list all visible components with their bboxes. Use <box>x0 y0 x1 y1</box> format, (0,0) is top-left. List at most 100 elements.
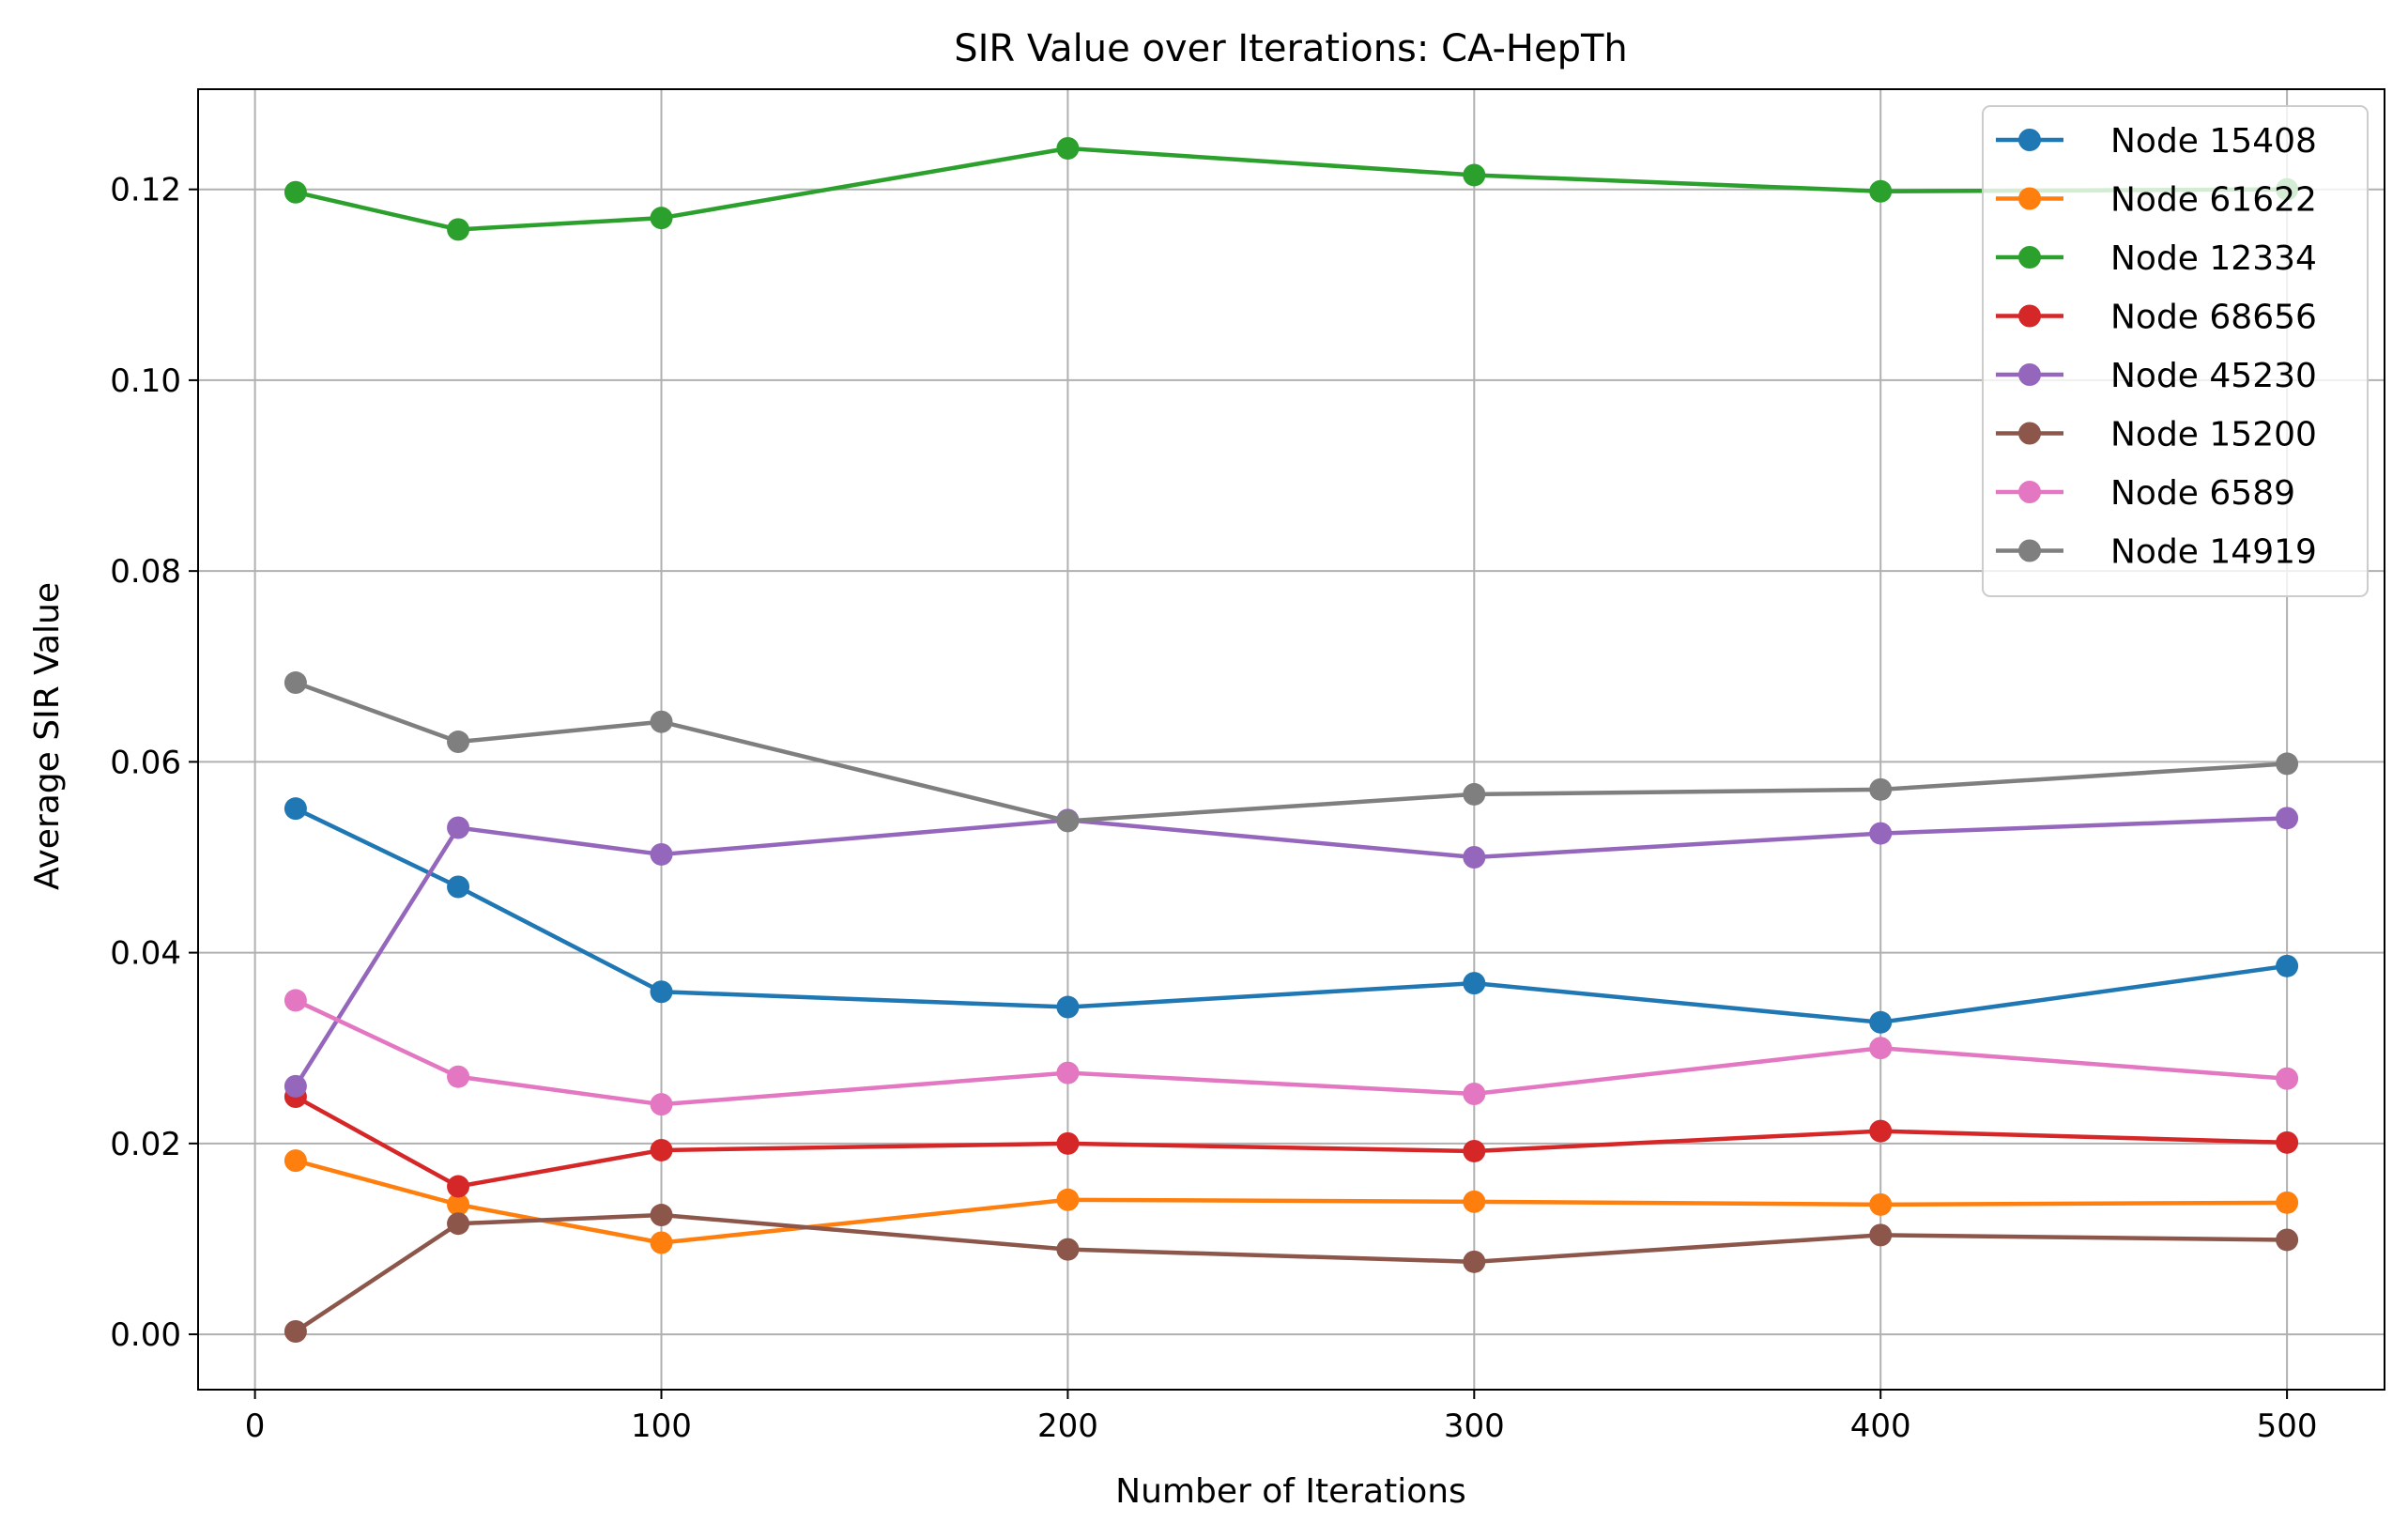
legend-item: Node 14919 <box>1996 533 2317 572</box>
data-point <box>1056 1188 1080 1211</box>
legend-label: Node 14919 <box>2110 533 2317 572</box>
data-point <box>1463 1139 1486 1162</box>
chart-title: SIR Value over Iterations: CA-HepTh <box>954 27 1628 70</box>
data-point <box>1463 1190 1486 1213</box>
y-tick-label: 0.08 <box>110 553 181 591</box>
data-point <box>1869 1119 1893 1143</box>
data-point <box>1463 972 1486 995</box>
legend-swatch-marker <box>2018 129 2041 151</box>
axis-ticks: 0 100 200 300 400 500 0.00 0.02 0.04 0.06 0.08 0.10… <box>110 172 2317 1445</box>
data-point <box>650 1231 673 1254</box>
data-point <box>1869 1223 1893 1247</box>
x-axis-label: Number of Iterations <box>1115 1472 1466 1511</box>
series-line <box>294 998 2288 1107</box>
data-point <box>1056 137 1080 161</box>
legend-swatch-marker <box>2018 539 2041 562</box>
data-point <box>650 1093 673 1116</box>
data-point <box>447 1212 470 1236</box>
x-tick-label: 500 <box>2257 1407 2318 1445</box>
x-tick-label: 0 <box>245 1407 266 1445</box>
series-node-68656 <box>284 1085 2299 1198</box>
data-point <box>447 816 470 839</box>
y-tick-label: 0.06 <box>110 744 181 781</box>
series-node-15200 <box>284 1204 2299 1344</box>
series-line <box>295 1158 2288 1245</box>
data-point <box>2276 752 2299 776</box>
legend-label: Node 45230 <box>2110 357 2317 395</box>
series-line <box>295 680 2288 823</box>
data-point <box>284 671 307 695</box>
data-point <box>1869 1037 1893 1060</box>
series-node-14919 <box>284 671 2299 833</box>
legend-swatch-marker <box>2018 422 2041 445</box>
data-point <box>284 797 307 821</box>
x-tick-label: 400 <box>1850 1407 1911 1445</box>
data-point <box>650 1138 673 1161</box>
data-point <box>1869 822 1893 845</box>
legend-swatch-marker <box>2018 304 2041 328</box>
y-tick-label: 0.04 <box>110 935 181 973</box>
data-point <box>2276 954 2299 977</box>
data-point <box>447 731 470 754</box>
series-node-61622 <box>284 1149 2299 1254</box>
data-point <box>284 989 307 1012</box>
data-point <box>447 875 470 899</box>
x-tick-label: 300 <box>1444 1407 1505 1445</box>
y-tick-label: 0.02 <box>110 1126 181 1163</box>
legend: Node 15408 Node 61622 Node 12334 Node 68656… <box>1982 105 2369 597</box>
legend-item: Node 15200 <box>1996 416 2317 454</box>
data-point <box>284 1320 307 1344</box>
data-point <box>1869 1010 1893 1034</box>
data-point <box>650 207 673 230</box>
legend-label: Node 12334 <box>2110 239 2317 278</box>
legend-label: Node 6589 <box>2110 474 2295 513</box>
data-point <box>1463 782 1486 806</box>
data-point <box>284 1074 307 1098</box>
data-point <box>650 1204 673 1227</box>
x-tick-label: 100 <box>631 1407 692 1445</box>
data-point <box>1056 809 1080 833</box>
data-point <box>284 1149 307 1173</box>
series-node-6589 <box>284 989 2299 1116</box>
legend-label: Node 15200 <box>2110 416 2317 454</box>
legend-swatch-marker <box>2018 363 2041 386</box>
data-point <box>447 1065 470 1088</box>
legend-item: Node 45230 <box>1996 357 2317 395</box>
data-point <box>447 218 470 241</box>
y-axis-label: Average SIR Value <box>28 582 67 890</box>
data-point <box>1463 845 1486 869</box>
data-point <box>447 1175 470 1198</box>
legend-label: Node 61622 <box>2110 181 2317 220</box>
data-point <box>2276 807 2299 830</box>
data-point <box>1056 1061 1080 1084</box>
data-point <box>1869 179 1893 203</box>
data-point <box>284 180 307 204</box>
legend-item: Node 12334 <box>1996 239 2317 278</box>
data-point <box>1056 1238 1080 1261</box>
data-point <box>1463 163 1486 187</box>
legend-box <box>1982 105 2369 597</box>
legend-swatch-marker <box>2018 481 2041 503</box>
legend-item: Node 68656 <box>1996 299 2317 337</box>
data-point <box>1869 777 1893 801</box>
series-layer <box>284 137 2299 1344</box>
data-point <box>1463 1082 1486 1105</box>
legend-label: Node 68656 <box>2110 299 2317 337</box>
series-line <box>294 1095 2288 1189</box>
series-line <box>294 1212 2288 1333</box>
y-tick-label: 0.12 <box>110 172 181 209</box>
legend-item: Node 6589 <box>1996 474 2295 513</box>
data-point <box>650 710 673 733</box>
data-point <box>2276 1228 2299 1252</box>
legend-item: Node 15408 <box>1996 122 2317 161</box>
legend-item: Node 61622 <box>1996 181 2317 220</box>
y-tick-label: 0.00 <box>110 1316 181 1354</box>
data-point <box>1463 1250 1486 1273</box>
data-point <box>447 1192 470 1216</box>
x-tick-label: 200 <box>1037 1407 1098 1445</box>
data-point <box>2276 1067 2299 1090</box>
data-point <box>2276 1191 2299 1214</box>
legend-swatch-marker <box>2018 187 2041 210</box>
data-point <box>650 980 673 1004</box>
